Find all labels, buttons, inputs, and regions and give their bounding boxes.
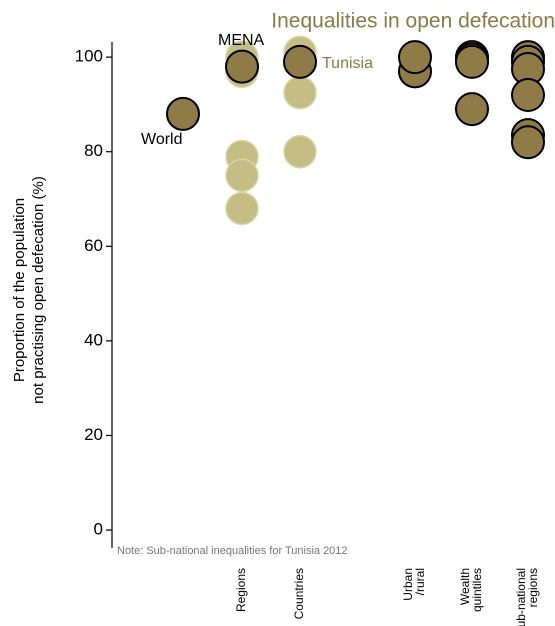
dot [511, 125, 545, 160]
x-tick-label: Regions [234, 568, 248, 612]
y-tick-label: 0 [94, 520, 103, 539]
y-axis-label: Proportion of the population [11, 198, 28, 382]
point-label: Tunisia [322, 55, 373, 72]
y-tick-label: 40 [84, 330, 103, 349]
point-label: World [141, 131, 183, 148]
y-tick-label: 80 [84, 141, 103, 160]
dot [283, 134, 317, 169]
y-tick-label: 20 [84, 425, 103, 444]
x-tick-label: /rural [413, 568, 427, 595]
dot [225, 158, 259, 193]
dot [283, 44, 317, 79]
dot [225, 191, 259, 226]
x-tick-label: regions [526, 568, 540, 607]
dot [511, 77, 545, 112]
dot [225, 49, 259, 84]
note: Note: Sub-national inequalities for Tuni… [117, 545, 348, 557]
y-axis-label: not practising open defecation (%) [30, 176, 47, 404]
dot [283, 75, 317, 110]
dot [166, 96, 200, 131]
chart-title: Inequalities in open defecation [271, 10, 555, 33]
dot [398, 40, 432, 75]
x-tick-label: Countries [292, 568, 306, 619]
x-tick-label: Sub-national [514, 568, 528, 626]
x-tick-label: Urban [401, 568, 415, 601]
x-tick-label: quintiles [470, 568, 484, 612]
dot [455, 92, 489, 127]
x-tick-label: Wealth [458, 568, 472, 605]
dot [455, 44, 489, 79]
y-tick-label: 100 [75, 47, 103, 66]
point-label: MENA [218, 32, 265, 49]
y-tick-label: 60 [84, 236, 103, 255]
